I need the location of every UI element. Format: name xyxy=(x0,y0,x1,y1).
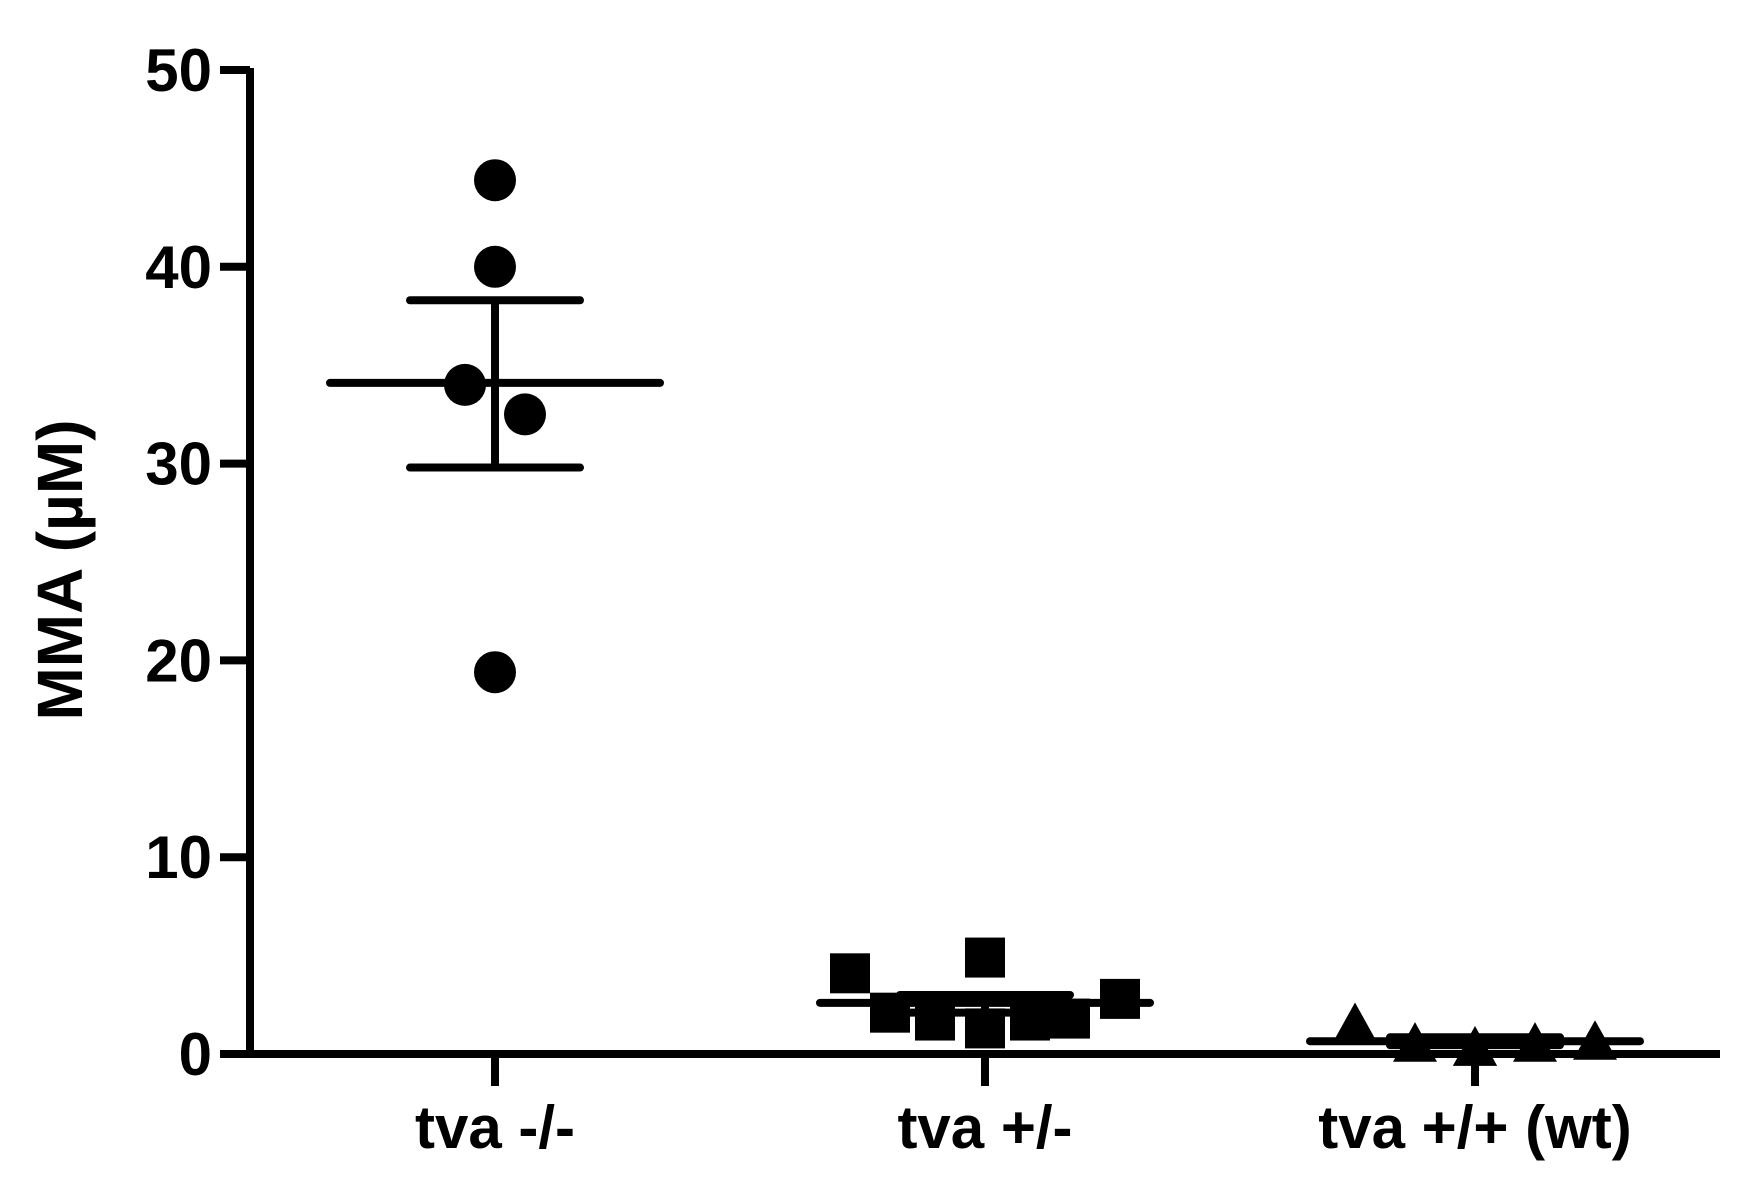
axes: 0 10 20 30 40 50 tva -/- tva +/- tva +/+ (wt) xyxy=(145,37,1720,1161)
data-point-square xyxy=(915,1000,955,1041)
data-point-circle xyxy=(504,393,546,436)
group-1 xyxy=(326,159,664,694)
group-2 xyxy=(816,937,1154,1049)
chart-marks xyxy=(326,159,1644,1066)
x-category-label: tva +/+ (wt) xyxy=(1318,1094,1631,1161)
y-tick-label: 40 xyxy=(145,234,212,301)
data-point-square xyxy=(1010,1000,1050,1041)
data-point-circle xyxy=(474,245,516,288)
y-tick-label: 0 xyxy=(179,1021,212,1088)
group-3 xyxy=(1306,1002,1644,1066)
data-point-square xyxy=(965,937,1005,978)
y-tick-label: 10 xyxy=(145,824,212,891)
x-category-label: tva +/- xyxy=(897,1094,1072,1161)
data-point-circle xyxy=(474,159,516,202)
y-tick-label: 20 xyxy=(145,627,212,694)
data-point-triangle xyxy=(1333,1002,1377,1043)
data-point-square xyxy=(830,953,870,994)
y-tick-label: 50 xyxy=(145,37,212,104)
y-axis-title: MMA (µM) xyxy=(24,419,96,720)
y-tick-label: 30 xyxy=(145,431,212,498)
x-category-label: tva -/- xyxy=(415,1094,575,1161)
data-point-circle xyxy=(474,651,516,694)
